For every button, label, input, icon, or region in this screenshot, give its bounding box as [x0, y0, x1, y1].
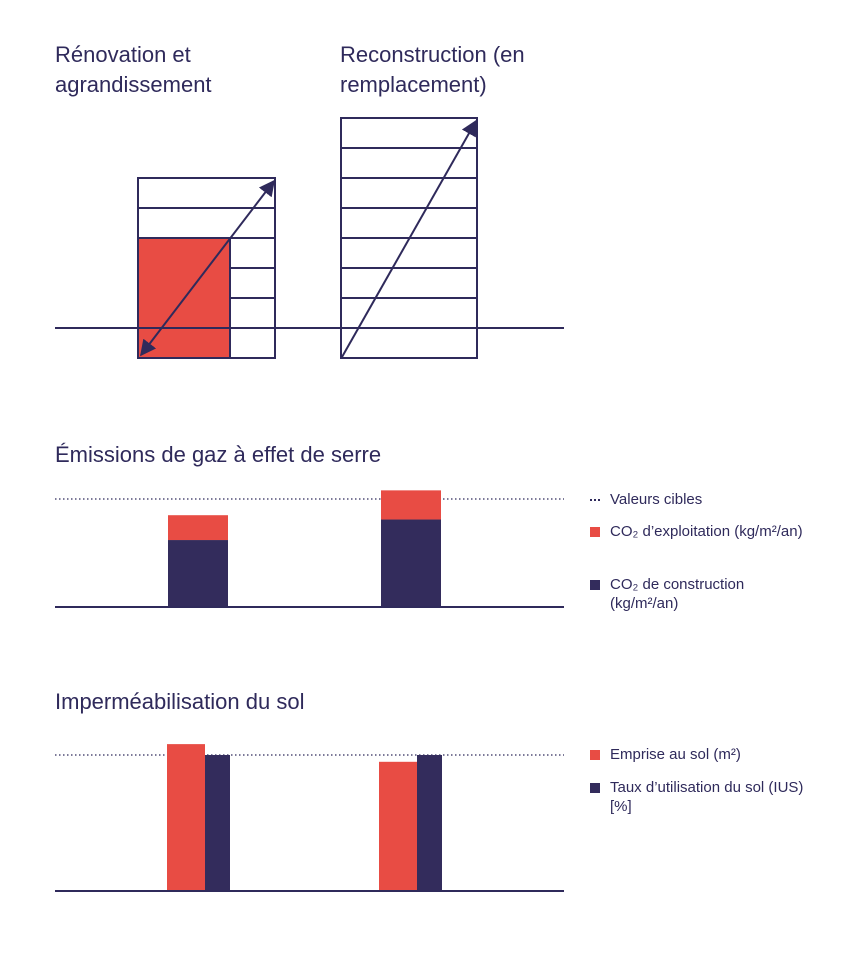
- legend-swatch: [590, 580, 600, 590]
- legend-item: CO₂ d’exploitation (kg/m²/an): [590, 522, 805, 541]
- bar-segment: [381, 490, 441, 520]
- legend-item: CO₂ de construction (kg/m²/an): [590, 575, 805, 613]
- legend-label: Taux d’utilisation du sol (IUS) [%]: [610, 779, 804, 815]
- bar: [205, 755, 230, 891]
- chart-title: Imperméabilisation du sol: [55, 689, 305, 714]
- legend-item: Emprise au sol (m²): [590, 745, 805, 764]
- diagram-label: Reconstruction (en remplacement): [340, 42, 525, 97]
- bar-segment: [168, 515, 228, 541]
- arrow: [341, 119, 477, 358]
- bar: [417, 755, 442, 891]
- diagram: [55, 117, 564, 359]
- arrow: [140, 179, 275, 357]
- legend-swatch: [590, 750, 600, 760]
- diagram-label: Rénovation et agrandissement: [55, 42, 212, 97]
- bar-segment: [381, 519, 441, 607]
- bar: [379, 761, 417, 891]
- legend-label: Valeurs cibles: [610, 491, 703, 508]
- legend-label: CO₂ d’exploitation (kg/m²/an): [610, 523, 803, 540]
- bar-segment: [168, 540, 228, 607]
- legend-label: Emprise au sol (m²): [610, 746, 741, 763]
- legend-swatch: [590, 527, 600, 537]
- chart-title: Émissions de gaz à effet de serre: [55, 442, 382, 467]
- legend-item: Valeurs cibles: [590, 490, 805, 509]
- legend-label: CO₂ de construction (kg/m²/an): [610, 576, 745, 612]
- legend-item: Taux d’utilisation du sol (IUS) [%]: [590, 778, 805, 816]
- bar: [167, 744, 205, 891]
- legend-swatch: [590, 783, 600, 793]
- legend-swatch: [590, 499, 600, 501]
